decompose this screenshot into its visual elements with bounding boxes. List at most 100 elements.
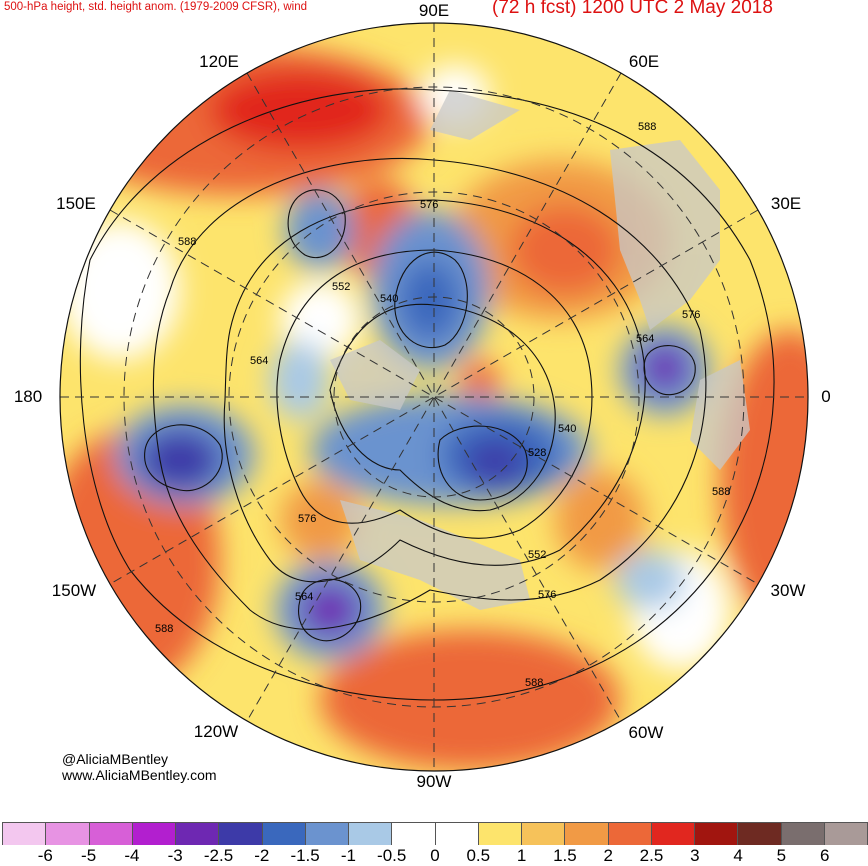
legend-tick: 2 [603, 846, 613, 865]
longitude-label-90w: 90W [416, 772, 452, 791]
contour-label: 576 [538, 589, 556, 601]
contour-label: 552 [528, 549, 546, 561]
legend-tick: -1.5 [290, 846, 320, 865]
warm-anomaly-arctic [460, 360, 500, 400]
legend-tick: 6 [819, 846, 830, 865]
legend-swatch [478, 823, 522, 845]
legend-swatch [608, 823, 652, 845]
warm-anomaly-north-atlantic [555, 470, 645, 570]
meridian-120 [246, 72, 622, 722]
land-africa-east [690, 360, 750, 470]
neutral-north-pacific [60, 220, 180, 360]
legend-swatch [738, 823, 782, 845]
legend-tick: 1.5 [553, 846, 577, 865]
contour-europe-low [643, 345, 696, 396]
contour-label: 564 [295, 591, 313, 603]
legend-tick: 2.5 [639, 846, 664, 865]
longitude-label-180: 180 [13, 387, 43, 406]
map-title: 500-hPa height, std. height anom. (1979-… [4, 1, 308, 13]
legend-swatch [349, 823, 393, 845]
contour-label: 564 [636, 333, 654, 345]
warm-anomaly-europe-core [510, 205, 620, 295]
land-arctic [330, 340, 420, 410]
legend-tick: -1 [340, 846, 356, 865]
contour-bering-low [144, 424, 223, 492]
contour-label: 588 [525, 677, 543, 689]
warm-anomaly-atlantic [720, 330, 808, 630]
legend-swatch [824, 823, 868, 845]
legend-tick: -4 [124, 846, 140, 865]
legend-swatch [695, 823, 739, 845]
meridian-30 [109, 209, 759, 585]
longitude-label-120w: 120W [193, 722, 239, 741]
longitude-label-120e: 120E [199, 52, 239, 71]
contour-label: 576 [420, 199, 438, 211]
longitude-label-0: 0 [821, 387, 831, 406]
legend-tick: -6 [37, 846, 53, 865]
legend-tick: -3 [167, 846, 183, 865]
legend-swatch [781, 823, 825, 845]
cold-anomaly-kara-core [400, 260, 460, 340]
land-europe [610, 140, 720, 330]
contour-label: 588 [178, 236, 196, 248]
legend-tick: 5 [776, 846, 787, 865]
legend-tick: -2.5 [203, 846, 234, 865]
contour-564 [223, 199, 646, 583]
map-boundary [59, 22, 809, 772]
legend-swatch [522, 823, 566, 845]
cold-anomaly-greenland-core [465, 440, 525, 484]
longitude-label-60w: 60W [628, 723, 664, 742]
legend-tick: -0.5 [377, 846, 407, 865]
legend-tick: 4 [733, 846, 743, 865]
contour-label: 576 [682, 309, 700, 321]
credit-handle: @AliciaMBentley [62, 751, 169, 767]
credit-website[interactable]: www.AliciaMBentley.com [62, 767, 217, 783]
legend-tick: -5 [81, 846, 97, 865]
legend-tick: 1 [516, 846, 527, 865]
legend-swatch [132, 823, 176, 845]
contour-label: 588 [712, 486, 730, 498]
legend-swatch [305, 823, 349, 845]
contour-kara-low [394, 251, 468, 349]
contour-label: 576 [298, 513, 316, 525]
longitude-label-30w: 30W [770, 581, 806, 600]
warm-anomaly-gulf [320, 630, 620, 770]
legend-swatch [46, 823, 90, 845]
legend-swatch [176, 823, 220, 845]
contour-528 [437, 425, 528, 501]
longitude-label-30e: 30E [770, 194, 802, 213]
legend-tick: 0.5 [466, 846, 491, 865]
longitude-label-150w: 150W [51, 581, 97, 600]
cold-anomaly-west-us-core [302, 585, 358, 635]
legend-tick: 0 [430, 846, 440, 865]
cold-anomaly-europe-core [643, 346, 687, 390]
legend-swatch [435, 823, 479, 845]
contour-label: 540 [380, 293, 398, 305]
legend-swatch [262, 823, 306, 845]
contour-588-outer [79, 88, 775, 701]
legend-swatch [89, 823, 133, 845]
legend-swatch [2, 823, 47, 845]
forecast-time: (72 h fcst) 1200 UTC 2 May 2018 [492, 0, 773, 18]
legend-tick: 3 [690, 846, 700, 865]
longitude-label-90e: 90E [418, 1, 450, 20]
contour-label: 528 [528, 447, 546, 459]
cold-anomaly-bering-core [140, 430, 220, 490]
longitude-label-150e: 150E [56, 194, 96, 213]
legend-swatch [651, 823, 695, 845]
legend-swatch [392, 823, 436, 845]
legend-swatch [219, 823, 263, 845]
meridian-60 [246, 72, 622, 722]
cold-anomaly-east-siberia [285, 190, 355, 270]
contour-552 [276, 249, 593, 539]
contour-label: 588 [638, 121, 656, 133]
cold-anomaly-pacific-nw [270, 340, 330, 420]
contour-label: 588 [155, 623, 173, 635]
contour-label: 552 [332, 281, 350, 293]
anomaly-color-legend [2, 822, 868, 845]
legend-tick: -2 [254, 846, 270, 865]
meridian-150 [109, 209, 759, 585]
warm-anomaly-china [210, 70, 390, 150]
longitude-label-60e: 60E [628, 52, 660, 71]
land-asia-north [430, 90, 520, 140]
